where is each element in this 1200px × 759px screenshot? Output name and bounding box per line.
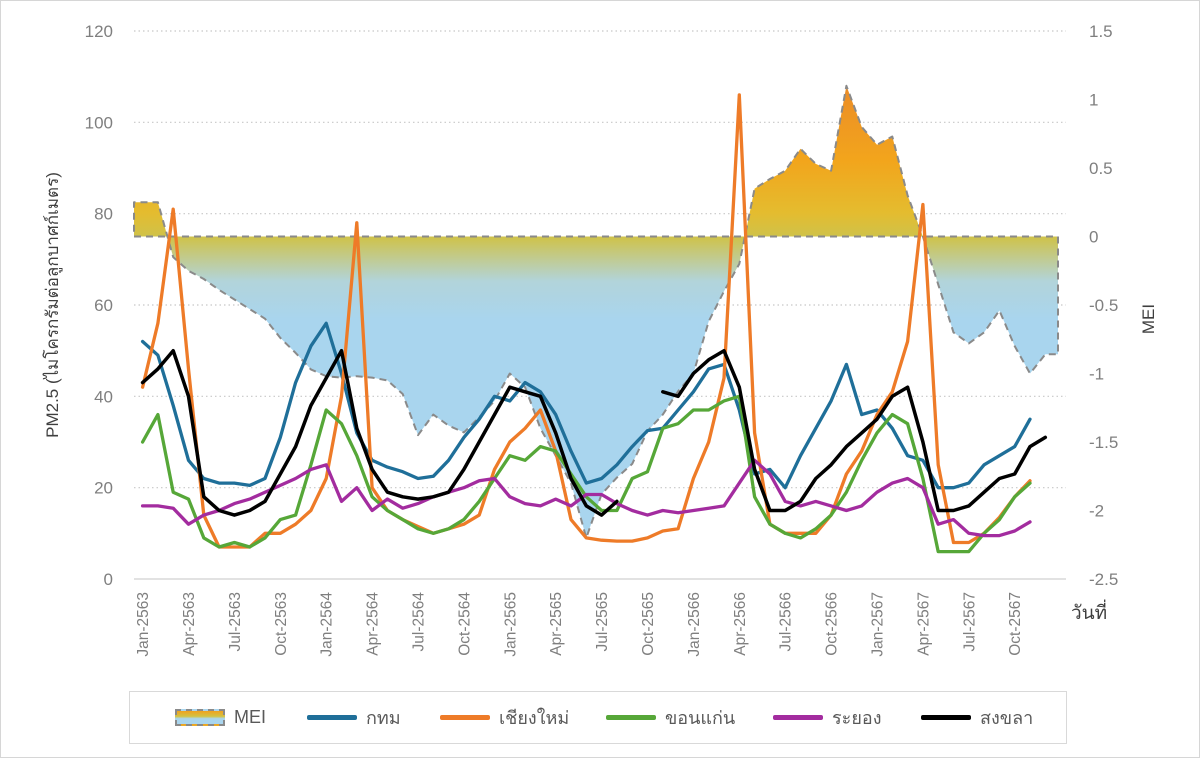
line-swatch <box>440 715 490 720</box>
series-line-1 <box>140 93 1032 549</box>
x-tick-label: Apr-2566 <box>732 592 749 656</box>
x-axis-title: วันที่ <box>1071 599 1107 624</box>
x-tick-label: Apr-2565 <box>548 592 565 656</box>
left-tick-label: 120 <box>85 22 113 41</box>
left-tick-label: 80 <box>94 205 113 224</box>
x-tick-label: Apr-2564 <box>365 592 382 656</box>
left-axis-ticks: 0 20 40 60 80 100 120 <box>85 22 113 589</box>
series-line-2 <box>140 394 1032 554</box>
x-tick-label: Oct-2566 <box>824 592 841 656</box>
x-tick-label: Jul-2566 <box>778 592 795 651</box>
legend-label: ระยอง <box>832 708 882 728</box>
series-line-4 <box>661 348 1048 513</box>
x-tick-label: Apr-2567 <box>915 592 932 656</box>
right-tick-label: 1.5 <box>1089 22 1113 41</box>
x-tick-label: Apr-2563 <box>181 592 198 656</box>
x-tick-label: Jan-2564 <box>319 592 336 657</box>
right-tick-label: 0.5 <box>1089 159 1113 178</box>
mei-area <box>133 84 1059 539</box>
x-tick-label: Oct-2563 <box>273 592 290 656</box>
x-tick-label: Jan-2565 <box>502 592 519 657</box>
legend: MEI กทม เชียงใหม่ ขอนแก่น ระยอง สงขลา <box>129 691 1067 744</box>
left-tick-label: 60 <box>94 296 113 315</box>
legend-label: กทม <box>366 708 401 728</box>
legend-item-1: กทม <box>307 692 401 743</box>
right-axis-ticks: 1.5 1 0.5 0 -0.5 -1 -1.5 -2 -2.5 <box>1089 22 1118 589</box>
x-tick-label: Oct-2567 <box>1007 592 1024 656</box>
right-tick-label: -2 <box>1089 502 1104 521</box>
right-axis-title: MEI <box>1139 304 1158 334</box>
x-tick-label: Jul-2564 <box>411 592 428 652</box>
legend-label: ขอนแก่น <box>665 708 736 728</box>
line-swatch <box>773 715 823 720</box>
line-swatch <box>606 715 656 720</box>
legend-item-5: สงขลา <box>921 692 1033 743</box>
legend-label: สงขลา <box>980 708 1034 728</box>
x-tick-label: Jul-2565 <box>594 592 611 651</box>
gridlines <box>134 30 1066 580</box>
legend-label: MEI <box>234 707 267 727</box>
line-swatch <box>307 715 357 720</box>
left-tick-label: 20 <box>94 479 113 498</box>
legend-item-0: MEI <box>175 692 266 743</box>
left-tick-label: 0 <box>104 570 113 589</box>
legend-label: เชียงใหม่ <box>499 708 570 728</box>
line-swatch <box>921 715 971 720</box>
series-line-3 <box>140 458 1032 538</box>
legend-item-2: เชียงใหม่ <box>440 692 569 743</box>
right-tick-label: -2.5 <box>1089 570 1118 589</box>
x-tick-label: Jan-2563 <box>135 592 152 657</box>
left-tick-label: 40 <box>94 387 113 406</box>
left-tick-label: 100 <box>85 113 113 132</box>
right-tick-label: -1.5 <box>1089 433 1118 452</box>
mei-area-shape <box>133 84 1059 539</box>
right-tick-label: 0 <box>1089 228 1098 247</box>
x-tick-label: Jul-2563 <box>227 592 244 651</box>
left-axis-title: PM2.5 (ไมโครกรัมต่อลูกบาศก์เมตร) <box>42 172 63 438</box>
x-axis-ticks: Jan-2563 Apr-2563 Jul-2563 Oct-2563 Jan-2564… <box>135 592 1024 657</box>
series-line-4 <box>140 348 619 517</box>
x-tick-label: Oct-2565 <box>640 592 657 656</box>
x-tick-label: Jan-2566 <box>686 592 703 657</box>
right-tick-label: -0.5 <box>1089 296 1118 315</box>
right-tick-label: 1 <box>1089 91 1098 110</box>
legend-item-4: ระยอง <box>773 692 881 743</box>
series-line-0 <box>140 321 1032 490</box>
x-tick-label: Oct-2564 <box>456 592 473 656</box>
x-tick-label: Jan-2567 <box>870 592 887 657</box>
legend-item-3: ขอนแก่น <box>606 692 735 743</box>
right-tick-label: -1 <box>1089 365 1104 384</box>
mei-area-swatch <box>175 709 225 726</box>
series-lines <box>140 93 1048 554</box>
x-tick-label: Jul-2567 <box>961 592 978 651</box>
